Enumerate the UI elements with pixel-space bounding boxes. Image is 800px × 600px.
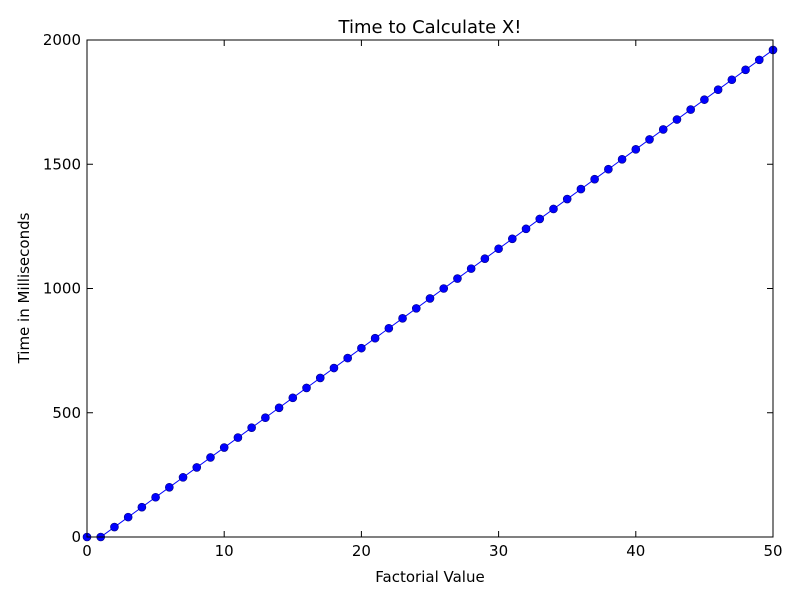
data-point: [411, 304, 421, 313]
data-point: [686, 105, 695, 114]
data-point: [137, 502, 147, 512]
data-point: [178, 473, 188, 482]
y-tick-label: 1000: [43, 280, 81, 298]
data-point: [727, 75, 737, 85]
data-point: [302, 383, 311, 393]
y-tick-label: 1500: [43, 155, 81, 173]
data-point: [741, 65, 750, 75]
y-axis-label: Time in Milliseconds: [15, 212, 33, 364]
data-point: [549, 204, 558, 214]
data-point: [329, 363, 339, 373]
data-point: [192, 463, 202, 472]
data-point: [315, 373, 325, 383]
data-point: [590, 174, 599, 184]
data-point: [672, 115, 682, 124]
data-point: [123, 512, 133, 522]
data-point: [219, 443, 229, 452]
data-point: [439, 284, 449, 293]
data-point: [494, 244, 503, 254]
data-point: [398, 314, 407, 323]
data-point: [576, 184, 586, 194]
data-point: [261, 413, 270, 423]
data-point: [466, 264, 476, 273]
data-point: [521, 224, 531, 234]
data-point: [754, 55, 764, 65]
x-tick-label: 30: [489, 542, 508, 560]
y-tick-label: 2000: [43, 31, 81, 49]
data-point: [151, 492, 160, 502]
chart-title: Time to Calculate X!: [338, 17, 522, 38]
data-point: [110, 522, 119, 532]
data-point: [206, 453, 215, 462]
series-line: [87, 49, 774, 538]
x-tick-label: 40: [626, 542, 645, 560]
x-axis-label: Factorial Value: [375, 568, 484, 586]
data-point: [288, 393, 298, 403]
data-point: [425, 294, 435, 303]
data-point: [165, 482, 174, 492]
data-point: [645, 135, 654, 144]
data-point: [453, 274, 462, 283]
data-point: [343, 353, 352, 363]
data-point: [713, 85, 723, 94]
data-point: [357, 343, 366, 353]
data-point: [631, 145, 641, 154]
data-point: [535, 214, 545, 224]
data-point: [562, 194, 572, 204]
data-point: [658, 125, 668, 134]
x-tick-label: 50: [763, 542, 782, 560]
y-tick-label: 500: [52, 404, 81, 422]
data-point: [617, 154, 627, 164]
data-point: [480, 254, 490, 263]
data-point: [233, 433, 243, 442]
data-point: [247, 423, 256, 432]
x-tick-label: 10: [215, 542, 234, 560]
x-tick-label: 20: [352, 542, 371, 560]
x-tick-label: 0: [82, 542, 92, 560]
data-point: [700, 95, 709, 104]
data-point: [508, 234, 517, 244]
data-point: [370, 333, 380, 343]
data-point: [604, 164, 613, 174]
data-point: [384, 323, 394, 333]
plot-frame: [86, 39, 774, 538]
y-tick-label: 0: [71, 528, 81, 546]
data-point: [274, 403, 284, 413]
series-layer: [82, 45, 778, 542]
